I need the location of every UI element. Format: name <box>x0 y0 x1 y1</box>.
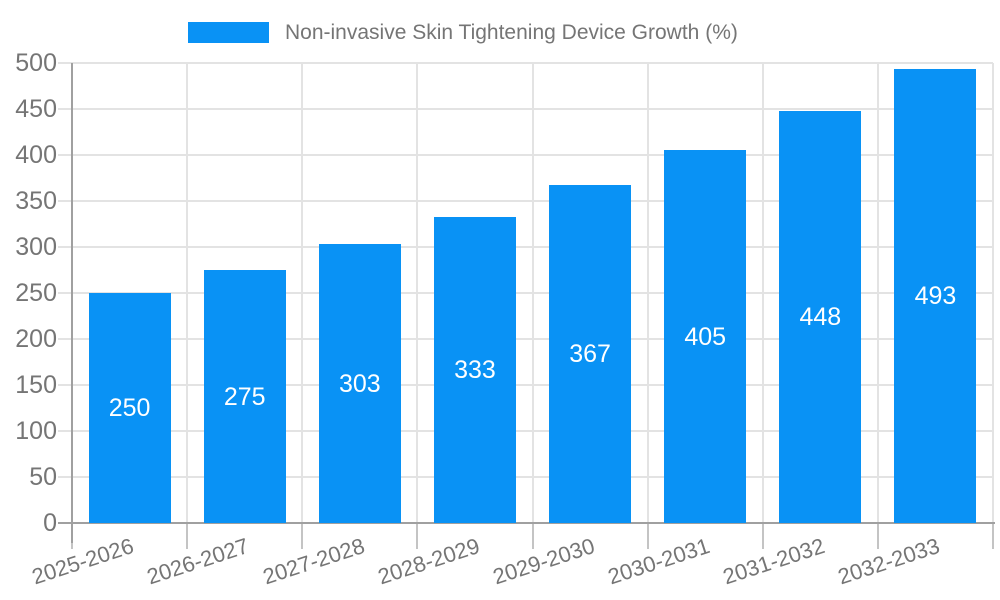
y-gridline <box>58 108 993 110</box>
bar-2029-2030[interactable] <box>549 185 632 523</box>
x-axis-category-label: 2028-2029 <box>374 533 483 590</box>
legend[interactable]: Non-invasive Skin Tightening Device Grow… <box>188 22 738 43</box>
y-axis-tick-label: 500 <box>15 49 57 77</box>
x-axis-tick <box>531 523 534 549</box>
x-axis-tick <box>876 523 879 549</box>
y-axis-tick-label: 250 <box>15 279 57 307</box>
x-axis-line <box>58 522 995 524</box>
x-gridline <box>992 63 994 523</box>
x-axis-tick <box>646 523 649 549</box>
y-axis-tick-label: 50 <box>29 463 57 491</box>
y-axis-tick-label: 200 <box>15 325 57 353</box>
x-axis-tick <box>761 523 764 549</box>
x-axis-category-label: 2030-2031 <box>604 533 713 590</box>
bar-2026-2027[interactable] <box>203 270 286 523</box>
x-axis-category-label: 2025-2026 <box>29 533 137 590</box>
x-axis-tick <box>416 523 419 549</box>
y-axis-tick-label: 150 <box>15 371 57 399</box>
x-gridline <box>876 63 879 523</box>
x-axis-category-label: 2031-2032 <box>719 533 828 590</box>
y-axis-line <box>71 63 73 543</box>
bar-2027-2028[interactable] <box>318 244 401 523</box>
bar-2032-2033[interactable] <box>894 69 977 523</box>
x-axis-tick <box>186 523 189 549</box>
legend-swatch-icon <box>188 22 269 43</box>
x-gridline <box>646 63 649 523</box>
bar-2031-2032[interactable] <box>779 110 862 523</box>
y-axis-tick-label: 450 <box>15 95 57 123</box>
y-axis-tick-label: 350 <box>15 187 57 215</box>
y-axis-tick-label: 0 <box>43 509 57 537</box>
y-axis-tick-label: 300 <box>15 233 57 261</box>
y-axis-tick-label: 400 <box>15 141 57 169</box>
x-gridline <box>761 63 764 523</box>
x-axis-category-label: 2032-2033 <box>835 533 943 590</box>
y-gridline <box>58 62 993 64</box>
x-gridline <box>186 63 189 523</box>
x-gridline <box>531 63 534 523</box>
x-axis-category-label: 2029-2030 <box>489 533 598 590</box>
y-axis-tick-label: 100 <box>15 417 57 445</box>
x-axis-tick <box>301 523 304 549</box>
legend-label: Non-invasive Skin Tightening Device Grow… <box>285 21 738 44</box>
x-axis-tick <box>992 523 994 549</box>
bar-2030-2031[interactable] <box>664 150 747 523</box>
x-gridline <box>301 63 304 523</box>
bar-2025-2026[interactable] <box>88 293 171 523</box>
x-gridline <box>416 63 419 523</box>
x-axis-category-label: 2027-2028 <box>259 533 368 590</box>
bar-2028-2029[interactable] <box>433 216 516 523</box>
x-axis-category-label: 2026-2027 <box>144 533 253 590</box>
